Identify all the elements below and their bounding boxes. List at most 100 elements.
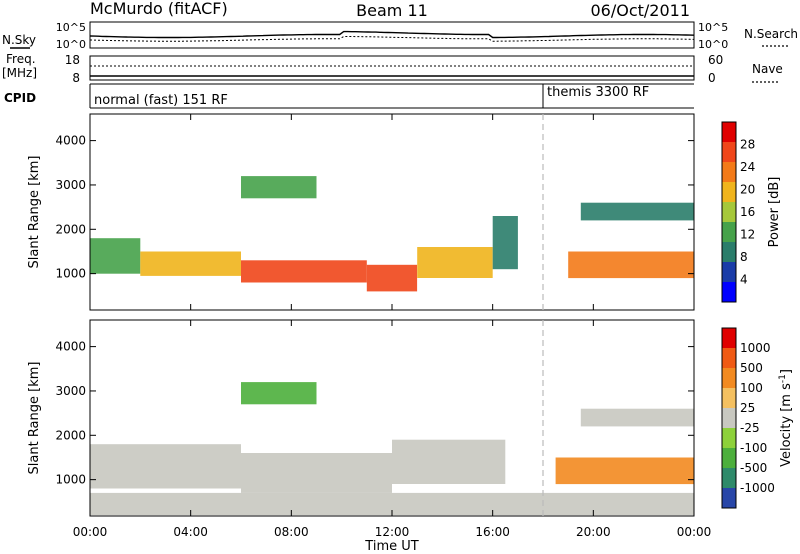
x-tick-label: 00:00 (73, 525, 108, 539)
power-colorbar-tick: 4 (740, 273, 748, 287)
power-colorbar-label: Power [dB] (767, 177, 782, 248)
velocity-colorbar-swatch (722, 348, 736, 368)
nave-label: Nave (752, 62, 783, 76)
velocity-colorbar-swatch (722, 448, 736, 468)
power-colorbar-frame (721, 121, 737, 303)
power-ylabel: Slant Range [km] (27, 156, 42, 269)
x-tick-label: 12:00 (375, 525, 410, 539)
power-cell (366, 264, 418, 292)
power-colorbar-swatch (722, 122, 736, 142)
power-colorbar-swatch (722, 242, 736, 262)
velocity-cell (392, 439, 506, 484)
nave-tick-top: 60 (708, 53, 723, 67)
power-colorbar-tick: 16 (740, 205, 755, 219)
power-colorbar-swatch (722, 162, 736, 182)
velocity-ytick-label: 1000 (55, 473, 86, 487)
velocity-colorbar-tick: -1000 (740, 481, 775, 495)
nsearch-label: N.Search (744, 27, 798, 41)
velocity-colorbar-label: Velocity [m s-1] (778, 369, 794, 467)
velocity-colorbar-tick: 1000 (740, 341, 771, 355)
velocity-colorbar-swatch (722, 368, 736, 388)
velocity-ytick-label: 3000 (55, 384, 86, 398)
power-colorbar-swatch (722, 222, 736, 242)
power-ytick-label: 3000 (55, 178, 86, 192)
power-cell (140, 251, 241, 276)
station-title: McMurdo (fitACF) (90, 0, 228, 18)
velocity-colorbar-swatch (722, 388, 736, 408)
velocity-cell (580, 408, 695, 427)
velocity-colorbar: 1000 500 100 25 -25 -100 -500 -1000 (721, 327, 775, 509)
x-axis-label: Time UT (364, 539, 418, 554)
velocity-colorbar-label-unit: [m s (779, 383, 794, 412)
velocity-axes: 1000 2000 3000 4000 (55, 320, 695, 516)
velocity-heatmap-cells (90, 382, 695, 516)
power-colorbar-swatch (722, 142, 736, 162)
velocity-ytick-label: 2000 (55, 428, 86, 442)
power-cell (241, 176, 317, 199)
freq-tick-top: 18 (65, 53, 80, 67)
velocity-ytick-label: 4000 (55, 340, 86, 354)
nsearch-tick-top: 10^5 (698, 21, 728, 34)
velocity-colorbar-swatch (722, 468, 736, 488)
power-cell (580, 202, 695, 221)
power-cell (492, 216, 518, 270)
freq-panel-frame (89, 55, 695, 81)
power-ytick-label: 2000 (55, 222, 86, 236)
power-colorbar-swatch (722, 182, 736, 202)
velocity-colorbar-label-main: Velocity (779, 416, 794, 467)
x-tick-label: 16:00 (475, 525, 510, 539)
nsky-tick-top: 10^5 (56, 21, 86, 34)
velocity-cell (241, 453, 392, 493)
velocity-colorbar-label-close: ] (779, 369, 794, 374)
power-colorbar-tick: 28 (740, 138, 755, 152)
cpid-segment-themis: themis 3300 RF (547, 85, 649, 100)
power-colorbar-swatch (722, 282, 736, 302)
power-cell (417, 247, 493, 278)
date-title: 06/Oct/2011 (590, 1, 690, 20)
velocity-colorbar-tick: -500 (740, 461, 767, 475)
velocity-colorbar-swatch (722, 488, 736, 508)
power-colorbar-tick: 8 (740, 250, 748, 264)
cpid-segment-normal: normal (fast) 151 RF (94, 93, 228, 108)
x-tick-label: 20:00 (576, 525, 611, 539)
velocity-cell (555, 457, 694, 485)
freq-label: Freq. (6, 52, 36, 66)
power-heatmap-cells (90, 176, 695, 292)
freq-unit: [MHz] (2, 66, 37, 80)
x-tick-label: 04:00 (173, 525, 208, 539)
power-colorbar-swatch (722, 262, 736, 282)
nave-tick-bottom: 0 (708, 71, 716, 85)
power-ytick-label: 1000 (55, 267, 86, 281)
beam-title: Beam 11 (356, 1, 428, 20)
velocity-colorbar-frame (721, 327, 737, 509)
velocity-colorbar-swatch (722, 408, 736, 428)
velocity-colorbar-tick: 500 (740, 361, 763, 375)
cpid-label: CPID (4, 91, 36, 105)
power-axes: 1000 2000 3000 4000 (55, 114, 695, 310)
velocity-cell (90, 444, 241, 489)
velocity-colorbar-swatch (722, 428, 736, 448)
power-colorbar-tick: 24 (740, 160, 755, 174)
power-colorbar-tick: 12 (740, 228, 755, 242)
nsky-label: N.Sky (2, 33, 36, 47)
nsky-line (89, 30, 695, 39)
x-tick-label: 00:00 (677, 525, 712, 539)
x-tick-labels: 00:00 04:00 08:00 12:00 16:00 20:00 00:00 (73, 525, 712, 539)
nsearch-line (89, 36, 695, 42)
velocity-colorbar-tick: 100 (740, 381, 763, 395)
freq-tick-bottom: 8 (72, 71, 80, 85)
velocity-ylabel: Slant Range [km] (27, 362, 42, 475)
velocity-cell (90, 492, 694, 516)
nsky-tick-bottom: 10^0 (56, 38, 86, 51)
nsearch-tick-bottom: 10^0 (698, 38, 728, 51)
power-cell (241, 260, 367, 283)
velocity-colorbar-swatch (722, 328, 736, 348)
velocity-colorbar-tick: 25 (740, 401, 755, 415)
power-cell (568, 251, 694, 279)
power-ytick-label: 4000 (55, 134, 86, 148)
velocity-colorbar-tick: -100 (740, 441, 767, 455)
power-colorbar-tick: 20 (740, 183, 755, 197)
velocity-colorbar-label-exp: -1 (778, 374, 788, 383)
x-tick-label: 08:00 (274, 525, 309, 539)
